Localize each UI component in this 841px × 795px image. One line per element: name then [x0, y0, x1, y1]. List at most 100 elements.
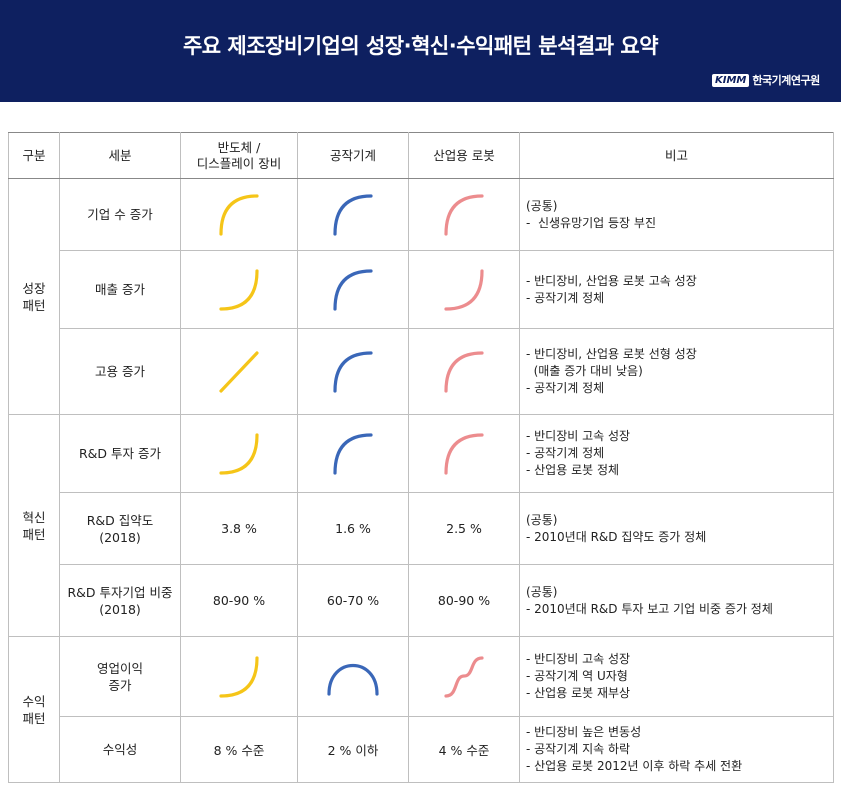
- table-row: 고용 증가 - 반디장비, 산업용 로봇 선형 성장 (매출 증가 대비 낮음) -…: [9, 328, 834, 415]
- semiconductor-value: 3.8 %: [221, 521, 257, 536]
- subcategory-cell: 매출 증가: [59, 250, 181, 329]
- notes-cell: - 반디장비 고속 성장 - 공작기계 역 U자형 - 산업용 로봇 재부상: [519, 636, 834, 717]
- notes-cell: (공통) - 2010년대 R&D 집약도 증가 정체: [519, 492, 834, 565]
- concave-up-curve-icon: [219, 268, 259, 311]
- col-header-robot: 산업용 로봇: [408, 132, 520, 179]
- logo-name: 한국기계연구원: [752, 74, 820, 87]
- kimm-logo: KIMM 한국기계연구원: [712, 72, 820, 88]
- page-title: 주요 제조장비기업의 성장·혁신·수익패턴 분석결과 요약: [182, 34, 659, 58]
- robot-cell: 2.5 %: [408, 492, 520, 565]
- trend-path: [327, 663, 379, 696]
- subcategory-line2: 증가: [108, 677, 132, 693]
- subcategory-line1: 수익성: [102, 742, 138, 757]
- table-row: R&D 투자기업 비중 (2018) 80-90 % 60-70 % 80-90 % (공…: [9, 564, 834, 637]
- semiconductor-cell: 3.8 %: [180, 492, 298, 565]
- robot-value: 4 % 수준: [438, 743, 490, 758]
- group-label-line2: 패턴: [22, 526, 46, 542]
- group-label-line1: 수익: [22, 693, 46, 709]
- subcategory-cell: 수익성: [59, 716, 181, 783]
- linear-line-icon: [219, 350, 259, 393]
- group-label-line2: 패턴: [22, 710, 46, 726]
- table-row: 혁신 패턴 R&D 투자 증가 - 반디장비 고속 성장 - 공작기계 정체 - 산업용 …: [8, 414, 834, 637]
- notes-cell: - 반디장비 고속 성장 - 공작기계 정체 - 산업용 로봇 정체: [519, 414, 834, 493]
- summary-table: 구분 세분 반도체 / 디스플레이 장비 공작기계 산업용 로봇 비고 성장 패턴…: [8, 132, 834, 783]
- note-line: (매출 증가 대비 낮음): [526, 364, 643, 378]
- note-line: - 반디장비 고속 성장: [526, 429, 631, 443]
- col-header-semiconductor: 반도체 / 디스플레이 장비: [180, 132, 298, 179]
- subcategory-cell: R&D 투자 증가: [59, 414, 181, 493]
- trend-path: [444, 432, 484, 475]
- concave-down-curve-icon: [333, 193, 373, 236]
- trend-path: [333, 193, 373, 236]
- group-label: 성장 패턴: [8, 178, 60, 415]
- table-row: 성장 패턴 기업 수 증가 (공통) - 신생유망기업 등장 부진: [8, 178, 834, 415]
- header-row: 구분 세분 반도체 / 디스플레이 장비 공작기계 산업용 로봇 비고: [8, 132, 834, 179]
- trend-path: [219, 268, 259, 311]
- subcategory-line1: R&D 투자기업 비중: [67, 584, 173, 600]
- note-line: - 산업용 로봇 정체: [526, 463, 620, 477]
- semiconductor-cell: [180, 250, 298, 329]
- subcategory-line1: R&D 집약도: [86, 512, 154, 528]
- notes-cell: - 반디장비, 산업용 로봇 고속 성장 - 공작기계 정체: [519, 250, 834, 329]
- subcategory-cell: 영업이익 증가: [59, 636, 181, 717]
- concave-up-curve-icon: [219, 655, 259, 698]
- col-header-semi-line2: 디스플레이 장비: [196, 155, 282, 171]
- s-curve-icon: [444, 655, 484, 698]
- note-line: - 2010년대 R&D 집약도 증가 정체: [526, 529, 707, 544]
- note-line: - 공작기계 정체: [526, 381, 605, 395]
- concave-down-curve-icon: [333, 268, 373, 311]
- notes-cell: (공통) - 신생유망기업 등장 부진: [519, 178, 834, 251]
- note-line: - 반디장비 고속 성장: [526, 652, 631, 666]
- col-header-subcategory: 세분: [59, 132, 181, 179]
- robot-value: 2.5 %: [446, 521, 482, 536]
- note-line: - 산업용 로봇 2012년 이후 하락 추세 전환: [526, 759, 743, 773]
- trend-path: [444, 193, 484, 236]
- trend-path: [219, 432, 259, 475]
- note-line: - 반디장비, 산업용 로봇 고속 성장: [526, 273, 697, 288]
- concave-down-curve-icon: [219, 193, 259, 236]
- trend-path: [333, 432, 373, 475]
- semiconductor-cell: 80-90 %: [180, 564, 298, 637]
- trend-path: [444, 268, 484, 311]
- machine-tool-value: 2 % 이하: [327, 743, 379, 758]
- note-line: - 공작기계 지속 하락: [526, 742, 631, 756]
- machine-tool-cell: [297, 178, 409, 251]
- subcategory-cell: 고용 증가: [59, 328, 181, 415]
- semiconductor-cell: [180, 414, 298, 493]
- group-label-line1: 혁신: [22, 509, 46, 525]
- table-row: R&D 집약도 (2018) 3.8 % 1.6 % 2.5 % (공통) - 2010년대…: [9, 492, 834, 565]
- robot-cell: [408, 414, 520, 493]
- robot-cell: [408, 250, 520, 329]
- group-label-line1: 성장: [22, 280, 46, 296]
- machine-tool-cell: [297, 328, 409, 415]
- machine-tool-cell: 2 % 이하: [297, 716, 409, 783]
- machine-tool-value: 1.6 %: [335, 521, 371, 536]
- note-line: (공통): [526, 512, 558, 527]
- subcategory-line1: 매출 증가: [95, 282, 145, 297]
- notes-cell: (공통) - 2010년대 R&D 투자 보고 기업 비중 증가 정체: [519, 564, 834, 637]
- col-header-machine-tool: 공작기계: [297, 132, 409, 179]
- note-line: - 공작기계 정체: [526, 290, 605, 305]
- group-label: 혁신 패턴: [8, 414, 60, 637]
- machine-tool-cell: 60-70 %: [297, 564, 409, 637]
- concave-down-curve-icon: [333, 432, 373, 475]
- note-line: - 2010년대 R&D 투자 보고 기업 비중 증가 정체: [526, 601, 773, 616]
- semiconductor-value: 80-90 %: [212, 593, 266, 608]
- group-label: 수익 패턴: [8, 636, 60, 783]
- table-row: 수익성 8 % 수준 2 % 이하 4 % 수준 - 반디장비 높은 변동성 - 공작기계…: [9, 716, 834, 783]
- machine-tool-cell: [297, 414, 409, 493]
- group-label-line2: 패턴: [22, 297, 46, 313]
- note-line: - 산업용 로봇 재부상: [526, 686, 631, 700]
- notes-cell: - 반디장비, 산업용 로봇 선형 성장 (매출 증가 대비 낮음) - 공작기계…: [519, 328, 834, 415]
- trend-path: [219, 193, 259, 236]
- note-line: - 공작기계 정체: [526, 446, 605, 460]
- robot-cell: [408, 178, 520, 251]
- subcategory-line1: R&D 투자 증가: [78, 446, 161, 461]
- concave-down-curve-icon: [444, 432, 484, 475]
- subcategory-line1: 영업이익: [96, 660, 143, 676]
- concave-down-curve-icon: [444, 193, 484, 236]
- subcategory-cell: R&D 투자기업 비중 (2018): [59, 564, 181, 637]
- semiconductor-cell: [180, 178, 298, 251]
- robot-cell: [408, 636, 520, 717]
- concave-down-curve-icon: [333, 350, 373, 393]
